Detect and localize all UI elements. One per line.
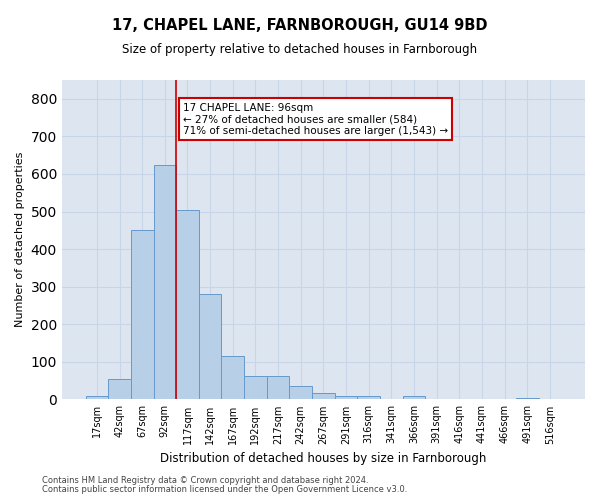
Text: Contains public sector information licensed under the Open Government Licence v3: Contains public sector information licen…: [42, 484, 407, 494]
Text: 17, CHAPEL LANE, FARNBOROUGH, GU14 9BD: 17, CHAPEL LANE, FARNBOROUGH, GU14 9BD: [112, 18, 488, 32]
Bar: [199, 294, 221, 400]
Bar: [358, 396, 380, 400]
Bar: [108, 379, 131, 400]
Bar: [244, 376, 267, 400]
Bar: [131, 230, 154, 400]
Bar: [516, 398, 539, 400]
Bar: [154, 164, 176, 400]
X-axis label: Distribution of detached houses by size in Farnborough: Distribution of detached houses by size …: [160, 452, 487, 465]
Text: Contains HM Land Registry data © Crown copyright and database right 2024.: Contains HM Land Registry data © Crown c…: [42, 476, 368, 485]
Text: Size of property relative to detached houses in Farnborough: Size of property relative to detached ho…: [122, 42, 478, 56]
Bar: [267, 376, 289, 400]
Bar: [221, 356, 244, 400]
Bar: [289, 386, 312, 400]
Bar: [335, 396, 358, 400]
Text: 17 CHAPEL LANE: 96sqm
← 27% of detached houses are smaller (584)
71% of semi-det: 17 CHAPEL LANE: 96sqm ← 27% of detached …: [183, 102, 448, 136]
Y-axis label: Number of detached properties: Number of detached properties: [15, 152, 25, 328]
Bar: [312, 392, 335, 400]
Bar: [86, 396, 108, 400]
Bar: [176, 210, 199, 400]
Bar: [403, 396, 425, 400]
